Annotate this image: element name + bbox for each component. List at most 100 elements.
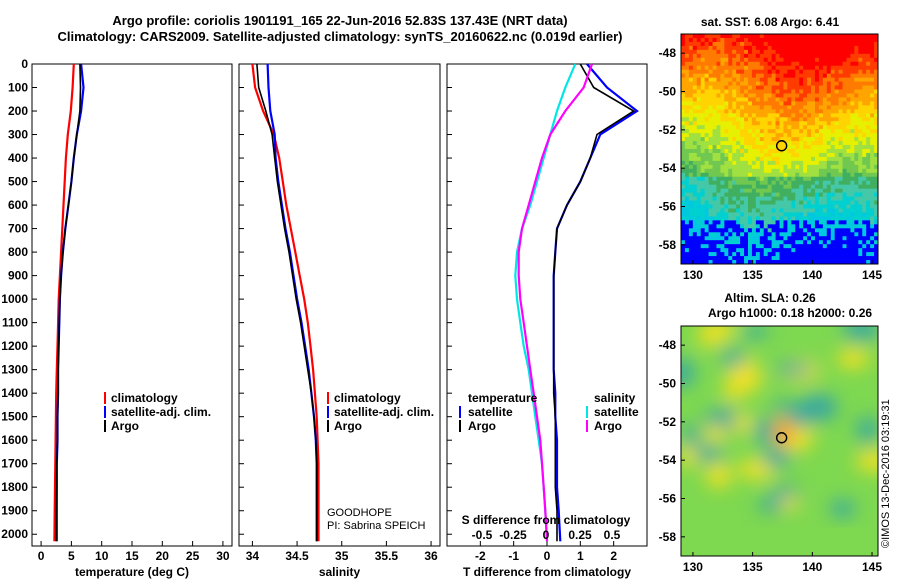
- sst-cell: [763, 145, 769, 150]
- header-line-2: Climatology: CARS2009. Satellite-adjuste…: [58, 29, 623, 44]
- sst-cell: [862, 208, 867, 213]
- sst-cell: [834, 141, 839, 146]
- sst-cell: [700, 152, 706, 158]
- sst-cell: [870, 232, 875, 237]
- sst-cell: [834, 176, 839, 182]
- sst-cell: [767, 113, 773, 118]
- sst-cell: [791, 152, 796, 158]
- sst-cell: [830, 228, 836, 233]
- sst-cell: [838, 61, 843, 67]
- sst-cell: [822, 172, 828, 178]
- sst-cell: [684, 97, 690, 102]
- sst-cell: [712, 212, 717, 217]
- sst-cell: [779, 180, 784, 186]
- sst-cell: [814, 133, 820, 138]
- sst-cell: [783, 220, 788, 225]
- sst-cell: [846, 224, 851, 229]
- sst-cell: [724, 77, 729, 82]
- sst-cell: [862, 81, 867, 86]
- sst-cell: [700, 113, 706, 118]
- sst-cell: [803, 152, 808, 158]
- sst-cell: [767, 232, 773, 237]
- sst-cell: [740, 37, 745, 43]
- sst-cell: [874, 184, 878, 190]
- sst-cell: [751, 200, 757, 205]
- sst-cell: [874, 224, 878, 229]
- sst-cell: [838, 152, 843, 158]
- sst-cell: [874, 97, 878, 102]
- sst-cell: [696, 184, 702, 190]
- sst-cell: [740, 93, 745, 98]
- sst-cell: [724, 152, 729, 158]
- sst-cell: [724, 121, 729, 126]
- sst-cell: [862, 176, 867, 182]
- sst-cell: [870, 168, 875, 174]
- sst-cell: [858, 77, 863, 82]
- sst-cell: [787, 220, 792, 225]
- sst-cell: [692, 184, 698, 190]
- sst-cell: [826, 41, 832, 47]
- sst-cell: [716, 81, 721, 86]
- sst-cell: [791, 232, 796, 237]
- sst-cell: [688, 45, 694, 51]
- sst-cell: [811, 141, 816, 146]
- sst-cell: [862, 152, 867, 158]
- sst-cell: [838, 196, 843, 201]
- sst-cell: [747, 248, 753, 253]
- sst-cell: [759, 252, 765, 257]
- sst-cell: [803, 49, 808, 55]
- sst-cell: [724, 145, 729, 150]
- sst-cell: [688, 97, 694, 102]
- sst-cell: [826, 125, 832, 130]
- sst-cell: [834, 121, 839, 126]
- sst-cell: [688, 101, 694, 106]
- sst-cell: [684, 141, 690, 146]
- sst-cell: [779, 220, 784, 225]
- sst-cell: [712, 252, 717, 257]
- sst-cell: [870, 101, 875, 106]
- sst-cell: [846, 240, 851, 245]
- sst-cell: [854, 93, 859, 98]
- sst-cell: [720, 37, 725, 43]
- sst-cell: [787, 133, 792, 138]
- sst-cell: [716, 89, 721, 94]
- sst-cell: [854, 236, 859, 241]
- sst-cell: [799, 101, 804, 106]
- sst-cell: [799, 216, 804, 221]
- sst-cell: [755, 61, 761, 67]
- sst-cell: [799, 113, 804, 118]
- sst-cell: [708, 149, 713, 154]
- sst-cell: [862, 236, 867, 241]
- sst-cell: [791, 61, 796, 67]
- sst-cell: [791, 145, 796, 150]
- sst-cell: [858, 236, 863, 241]
- sst-cell: [870, 208, 875, 213]
- sst-cell: [775, 125, 780, 130]
- sst-cell: [842, 41, 847, 47]
- sst-cell: [744, 41, 749, 47]
- sst-cell: [736, 212, 741, 217]
- sst-cell: [740, 73, 745, 79]
- sst-cell: [736, 192, 741, 197]
- sst-cell: [842, 172, 847, 178]
- sst-cell: [759, 61, 765, 67]
- sst-cell: [708, 37, 713, 43]
- sst-cell: [688, 192, 694, 197]
- sst-cell: [755, 188, 761, 194]
- sst-cell: [787, 73, 792, 79]
- sst-cell: [744, 133, 749, 138]
- sst-cell: [866, 149, 871, 154]
- sst-cell: [692, 180, 698, 186]
- sst-cell: [736, 34, 741, 39]
- sst-cell: [708, 152, 713, 158]
- sst-cell: [803, 145, 808, 150]
- sst-cell: [850, 220, 855, 225]
- sst-cell: [850, 168, 855, 174]
- x-axis-label: temperature (deg C): [75, 565, 189, 579]
- sst-cell: [708, 109, 713, 114]
- sst-cell: [779, 81, 784, 86]
- sst-cell: [803, 61, 808, 67]
- sst-cell: [684, 65, 690, 71]
- sst-cell: [838, 200, 843, 205]
- sst-cell: [732, 49, 737, 55]
